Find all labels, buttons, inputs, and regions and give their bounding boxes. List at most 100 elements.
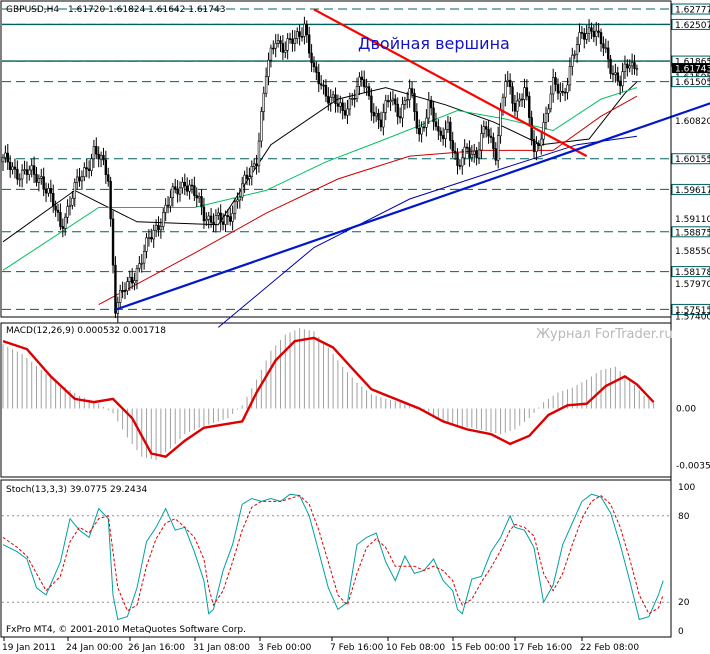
time-tick-label: 19 Jan 2011 — [2, 643, 56, 653]
candle-body — [272, 47, 275, 50]
candle-body — [623, 63, 627, 72]
candle-body — [587, 27, 591, 34]
candle-body — [90, 158, 93, 171]
level-price-box — [671, 3, 710, 15]
candle-body — [68, 204, 72, 207]
candle-body — [193, 185, 196, 196]
candle-body — [461, 157, 464, 167]
candle-body — [418, 128, 421, 135]
candle-body — [18, 178, 21, 181]
candle-body — [518, 98, 521, 102]
candle-body — [243, 174, 246, 185]
candle-body — [611, 73, 615, 75]
candle-body — [401, 104, 404, 119]
candle-body — [150, 237, 153, 240]
candle-body — [327, 95, 330, 104]
candle-body — [221, 221, 225, 225]
candle-body — [52, 192, 55, 207]
candle-body — [487, 128, 490, 137]
candle-body — [432, 107, 435, 123]
candle-body — [6, 152, 9, 163]
candle-body — [119, 290, 122, 303]
level-price-box — [671, 18, 710, 30]
price-axis: 1.627771.625071.618651.617431.615951.615… — [670, 1, 710, 637]
price-tick-label: 1.58178 — [675, 268, 710, 278]
watermark: Журнал ForTrader.ru — [536, 327, 673, 342]
candle-body — [13, 166, 17, 170]
level-price-box — [671, 153, 710, 165]
symbol-label: GBPUSD,H4 — [6, 5, 59, 15]
candle-body — [40, 176, 43, 179]
candle-body — [176, 188, 179, 195]
candle-body — [535, 143, 538, 152]
price-tick-label: 1.57970 — [675, 280, 710, 290]
candle-body — [92, 146, 96, 160]
candle-body — [575, 44, 579, 55]
candle-body — [121, 290, 124, 292]
ohlc-readout: 1.61720 1.61824 1.61642 1.61743 — [68, 5, 225, 15]
candle-body — [573, 53, 576, 56]
candle-body — [365, 86, 368, 88]
candle-body — [224, 215, 227, 225]
candle-body — [133, 280, 136, 284]
price-tick-label: 1.58875 — [675, 228, 710, 238]
time-tick-label: 17 Feb 16:00 — [513, 643, 572, 653]
candle-body — [537, 143, 541, 146]
candle-body — [231, 213, 234, 222]
candle-body — [238, 196, 242, 201]
candle-body — [398, 116, 402, 119]
candle-body — [298, 31, 301, 37]
level-price-box — [671, 303, 710, 315]
level-price-box — [671, 266, 710, 278]
candle-body — [169, 197, 172, 207]
candle-body — [178, 187, 182, 195]
stoch-series — [2, 493, 670, 621]
candle-body — [403, 100, 407, 105]
candle-body — [245, 174, 249, 179]
moving-average-green — [2, 87, 638, 271]
time-tick-label: 31 Jan 08:00 — [193, 643, 250, 653]
candle-body — [42, 176, 45, 190]
candle-body — [348, 98, 352, 110]
candle-body — [305, 23, 308, 36]
candle-body — [379, 119, 383, 128]
time-axis: 19 Jan 2011 24 Jan 00:00 26 Jan 16:00 31 Ja… — [2, 637, 639, 653]
candle-body — [164, 204, 167, 213]
candle-body — [147, 237, 151, 239]
candle-body — [44, 188, 48, 194]
candle-body — [315, 66, 318, 73]
candle-body — [343, 110, 347, 116]
candle-body — [420, 126, 423, 135]
candle-body — [384, 100, 387, 113]
candle-body — [157, 224, 160, 231]
candle-body — [25, 169, 29, 175]
moving-averages — [2, 81, 638, 328]
candle-body — [73, 182, 76, 199]
candle-body — [513, 103, 517, 112]
candle-body — [114, 264, 117, 314]
candle-body — [171, 186, 175, 198]
candle-body — [97, 153, 100, 160]
candle-body — [319, 83, 323, 86]
price-tick-label: 1.57515 — [675, 306, 710, 316]
candle-body — [480, 133, 483, 151]
candle-body — [441, 135, 445, 140]
candle-body — [154, 224, 158, 231]
candle-body — [23, 169, 26, 171]
candle-body — [188, 184, 191, 192]
candle-body — [630, 62, 634, 67]
candle-body — [446, 121, 450, 130]
moving-average-navy — [217, 135, 637, 328]
candle-body — [4, 152, 7, 158]
candle-body — [341, 102, 344, 111]
stoch-title: Stoch(13,3,3) 39.0775 29.2434 — [6, 485, 147, 495]
candle-body — [47, 188, 50, 194]
candle-body — [382, 112, 385, 128]
candle-body — [355, 85, 359, 99]
candle-body — [162, 212, 165, 227]
macd-tick-label: -0.00355 — [676, 462, 710, 472]
price-tick-label: 1.60155 — [675, 155, 710, 165]
candle-body — [482, 126, 486, 134]
candle-body — [241, 183, 244, 198]
